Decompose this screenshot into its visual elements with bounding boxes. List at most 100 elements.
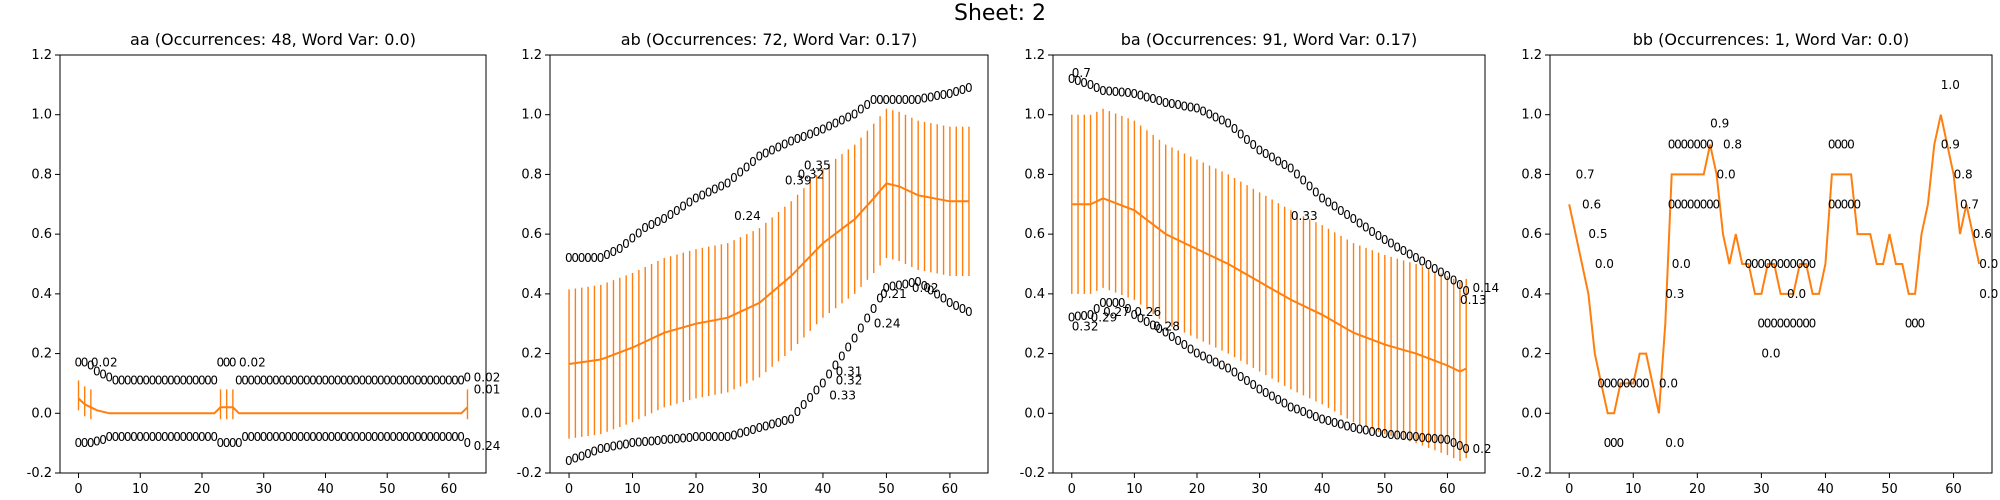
lower-value-label: 0 — [1406, 430, 1414, 444]
upper-value-label: 0 — [1149, 92, 1157, 106]
annotation-label: 0.01 — [474, 382, 501, 396]
lower-value-label: 0 — [908, 276, 916, 290]
lower-value-label: 0 — [1299, 405, 1307, 419]
upper-value-label: 0 — [870, 93, 878, 107]
lower-value-label: 0 — [1343, 419, 1351, 433]
annotation-label: 0.8 — [1723, 138, 1742, 152]
upper-value-label: 0 — [235, 373, 243, 387]
x-tick-label: 60 — [441, 482, 458, 497]
lower-value-label: 0 — [1418, 431, 1426, 445]
annotation-label: 0.5 — [1588, 227, 1607, 241]
annotation-label: 0.3 — [1665, 287, 1684, 301]
upper-value-label: 0 — [654, 215, 662, 229]
lower-value-label: 0 — [1193, 347, 1201, 361]
upper-value-label: 0 — [198, 373, 206, 387]
annotation-label: 0.0 — [1761, 347, 1780, 361]
upper-value-label: 0 — [328, 373, 336, 387]
lower-value-label: 0 — [882, 281, 890, 295]
value-label: 0 — [1751, 257, 1759, 271]
upper-value-label: 0 — [1231, 122, 1239, 136]
upper-value-label: 0 — [673, 204, 681, 218]
value-label: 0 — [1636, 376, 1644, 390]
upper-value-label: 0 — [179, 373, 187, 387]
upper-value-label: 0 — [1093, 81, 1101, 95]
mean-line — [568, 182, 969, 365]
lower-value-label: 0 — [328, 430, 336, 444]
lower-value-label: 0 — [705, 430, 713, 444]
lower-value-label: 0 — [87, 436, 95, 450]
value-label: 0 — [1757, 257, 1765, 271]
upper-value-label: 0 — [309, 373, 317, 387]
x-tick-label: 40 — [1314, 482, 1331, 497]
lower-value-label: 0 — [396, 430, 404, 444]
y-tick-label: 0.0 — [1024, 406, 1045, 421]
upper-value-label: 0 — [321, 373, 329, 387]
upper-value-label: 0 — [1318, 191, 1326, 205]
value-label: 0 — [1616, 376, 1624, 390]
lower-value-label: 0 — [1368, 425, 1376, 439]
upper-value-label: 0 — [1343, 208, 1351, 222]
lower-value-label: 0 — [315, 430, 323, 444]
lower-value-label: 0 — [1462, 442, 1470, 456]
lower-value-label: 0 — [142, 430, 150, 444]
value-label: 0 — [1668, 197, 1676, 211]
lower-value-label: 0 — [806, 391, 814, 405]
upper-value-label: 0 — [717, 179, 725, 193]
lower-value-label: 0 — [749, 423, 757, 437]
lower-value-label: 0 — [408, 430, 416, 444]
upper-value-label: 0 — [1362, 221, 1370, 235]
value-label: 0 — [1841, 197, 1849, 211]
upper-value-label: 0 — [315, 373, 323, 387]
lower-value-label: 0 — [352, 430, 360, 444]
value-label: 0 — [1668, 138, 1676, 152]
lower-value-label: 0 — [825, 367, 833, 381]
annotation-label: 0.32 — [1072, 320, 1099, 334]
annotation-label: 0.26 — [1134, 305, 1161, 319]
lower-value-label: 0 — [800, 398, 808, 412]
value-label: 0 — [1700, 138, 1708, 152]
lower-value-label: 0 — [1168, 330, 1176, 344]
upper-value-label: 0 — [1418, 255, 1426, 269]
annotation-label: 0.0 — [1595, 257, 1614, 271]
upper-value-label: 0 — [173, 373, 181, 387]
mean-line — [1568, 114, 1981, 415]
lower-value-label: 0 — [673, 432, 681, 446]
upper-value-label: 0 — [1180, 99, 1188, 113]
upper-value-label: 0 — [93, 364, 101, 378]
lower-value-label: 0 — [698, 430, 706, 444]
lower-value-label: 0 — [565, 454, 573, 468]
lower-value-label: 0 — [186, 430, 194, 444]
upper-value-label: 0 — [124, 373, 132, 387]
upper-value-label: 0 — [365, 373, 373, 387]
value-label: 0 — [1777, 257, 1785, 271]
value-label: 0 — [1674, 197, 1682, 211]
upper-value-label: 0 — [1337, 204, 1345, 218]
upper-value-label: 0 — [857, 103, 865, 117]
lower-value-label: 0 — [1187, 342, 1195, 356]
upper-value-label: 0 — [1206, 108, 1214, 122]
upper-value-label: 0 — [1406, 247, 1414, 261]
lower-value-label: 0 — [278, 430, 286, 444]
upper-value-label: 0 — [724, 176, 732, 190]
upper-value-label: 0 — [565, 251, 573, 265]
upper-value-label: 0 — [819, 123, 827, 137]
lower-value-label: 0 — [648, 434, 656, 448]
upper-value-label: 0 — [705, 185, 713, 199]
annotation-label: 0.7 — [1072, 66, 1091, 80]
value-label: 0 — [1604, 376, 1612, 390]
lower-value-label: 0 — [254, 430, 262, 444]
upper-value-label: 0 — [1393, 240, 1401, 254]
upper-value-label: 0 — [844, 111, 852, 125]
upper-value-label: 0 — [965, 81, 973, 95]
x-tick-label: 50 — [1377, 482, 1394, 497]
upper-value-label: 0 — [389, 373, 397, 387]
upper-value-label: 0 — [609, 245, 617, 259]
lower-value-label: 0 — [940, 292, 948, 306]
upper-value-label: 0 — [578, 251, 586, 265]
mean-line — [77, 397, 469, 415]
lower-value-label: 0 — [692, 430, 700, 444]
x-tick-label: 30 — [751, 482, 768, 497]
value-label: 0 — [1783, 257, 1791, 271]
value-label: 0 — [1706, 197, 1714, 211]
